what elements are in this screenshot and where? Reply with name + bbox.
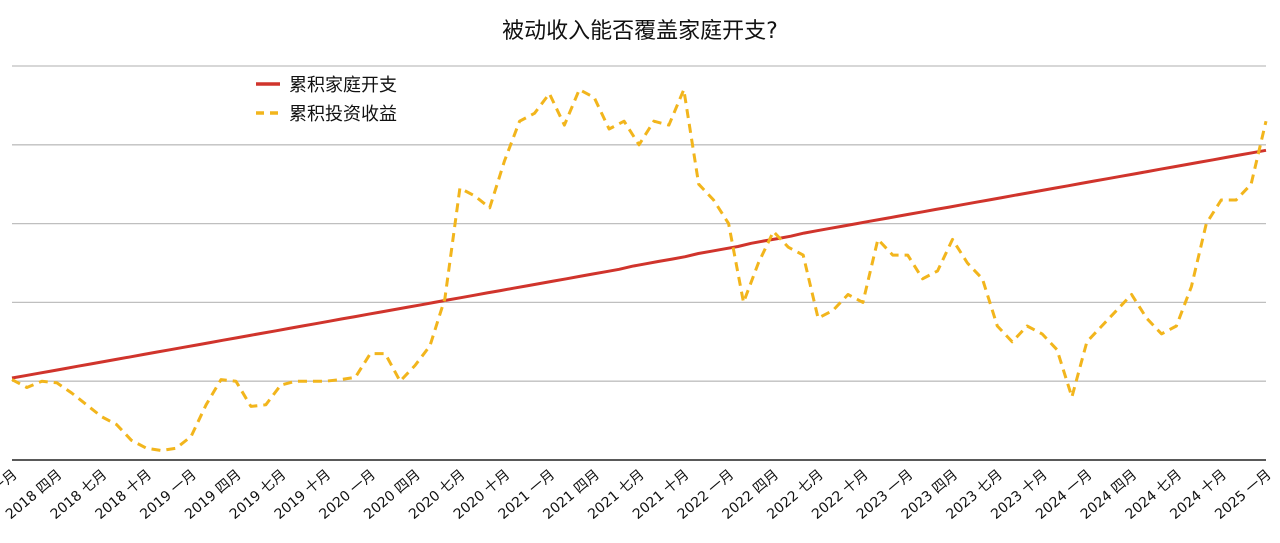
legend-label-investment: 累积投资收益 bbox=[289, 104, 397, 125]
grid bbox=[12, 65, 1266, 382]
legend: 累积家庭开支 累积投资收益 bbox=[256, 75, 397, 125]
series-line-investment bbox=[11, 88, 1268, 452]
chart-title: 被动收入能否覆盖家庭开支? bbox=[502, 19, 778, 44]
series-lines bbox=[11, 88, 1268, 452]
series-line-expenses bbox=[11, 148, 1267, 380]
legend-label-expenses: 累积家庭开支 bbox=[289, 75, 397, 96]
